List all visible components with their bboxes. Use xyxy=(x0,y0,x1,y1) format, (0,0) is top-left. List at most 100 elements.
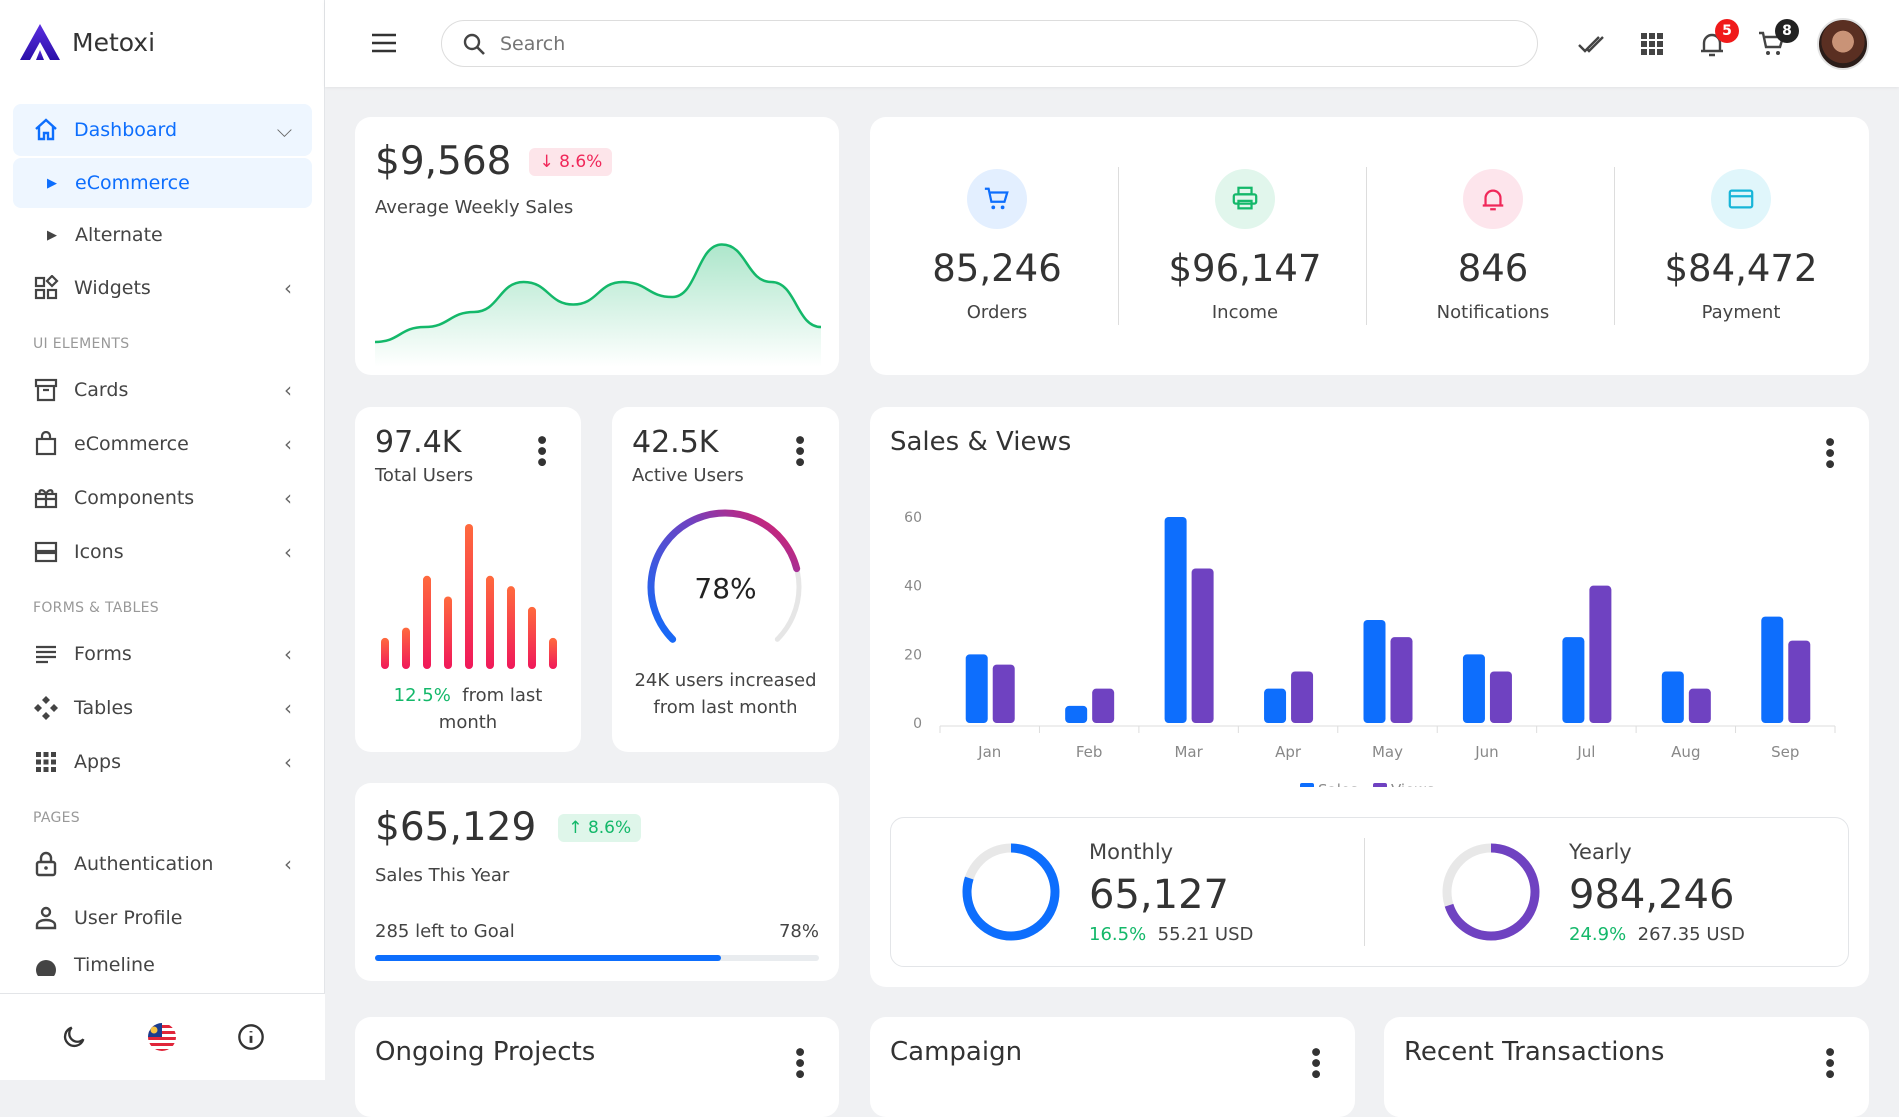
chevron-left-icon: ‹ xyxy=(284,750,292,774)
chevron-left-icon: ‹ xyxy=(284,276,292,300)
logo-icon xyxy=(20,24,60,60)
stat-value: 846 xyxy=(1457,247,1529,290)
sales-views-card: Sales & Views ••• 0 20 40 60 Jan Feb Mar Apr May… xyxy=(870,407,1869,987)
sidebar-item-ecommerce[interactable]: ▶ eCommerce xyxy=(13,158,312,208)
active-users-value: 42.5K xyxy=(632,425,719,460)
card-title: Ongoing Projects xyxy=(375,1037,596,1067)
summary-label: Yearly xyxy=(1569,840,1632,864)
moon-icon[interactable] xyxy=(60,1023,88,1051)
notifications-button[interactable]: 5 xyxy=(1697,19,1739,59)
sidebar-item-label: Authentication xyxy=(74,853,214,875)
cart-button[interactable]: 8 xyxy=(1757,19,1799,59)
sidebar-item-label: eCommerce xyxy=(75,172,190,194)
active-users-label: Active Users xyxy=(632,465,744,486)
home-icon xyxy=(35,118,57,141)
more-options-icon[interactable]: ••• xyxy=(786,433,811,467)
total-users-label: Total Users xyxy=(375,465,474,486)
more-options-icon[interactable]: ••• xyxy=(528,433,553,467)
flag-icon[interactable] xyxy=(147,1022,177,1052)
sidebar-item-user-profile[interactable]: User Profile xyxy=(13,892,312,944)
nav-section-label: FORMS & TABLES xyxy=(33,600,159,616)
sales-year-label: Sales This Year xyxy=(375,865,510,886)
sidebar-item-label: eCommerce xyxy=(74,433,189,455)
sidebar-item-icons[interactable]: Icons ‹ xyxy=(13,526,312,578)
menu-icon[interactable] xyxy=(371,32,397,54)
summary-change: 24.9% xyxy=(1569,924,1627,945)
chevron-left-icon: ‹ xyxy=(284,696,292,720)
user-bar xyxy=(423,575,431,669)
y-tick-label: 40 xyxy=(904,579,922,595)
yearly-donut xyxy=(1442,843,1540,941)
sidebar-item-forms[interactable]: Forms ‹ xyxy=(13,628,312,680)
chevron-left-icon: ‹ xyxy=(284,642,292,666)
sidebar-item-apps[interactable]: Apps ‹ xyxy=(13,736,312,788)
summary-monthly: Monthly 65,127 16.5% 55.21 USD xyxy=(891,818,1369,968)
brand-logo[interactable]: Metoxi xyxy=(20,24,155,60)
double-check-icon[interactable] xyxy=(1577,29,1607,59)
legend-swatch xyxy=(1373,783,1387,787)
bar-sales xyxy=(1164,517,1187,723)
sidebar-footer xyxy=(0,993,325,1080)
sidebar-item-authentication[interactable]: Authentication ‹ xyxy=(13,838,312,890)
shopping-bag-icon xyxy=(35,431,57,456)
caret-right-icon: ▶ xyxy=(47,227,57,243)
more-options-icon[interactable]: ••• xyxy=(1816,435,1841,469)
brand-name: Metoxi xyxy=(72,27,156,57)
stat-label: Payment xyxy=(1701,302,1781,323)
chevron-left-icon: ‹ xyxy=(284,486,292,510)
sidebar-item-label: Timeline xyxy=(74,954,155,976)
stat-payment: $84,472 Payment xyxy=(1617,117,1865,375)
sales-year-change: 8.6% xyxy=(587,817,632,838)
more-options-icon[interactable]: ••• xyxy=(786,1045,811,1079)
sidebar-item-widgets[interactable]: Widgets ‹ xyxy=(13,262,312,314)
sidebar-item-cards[interactable]: Cards ‹ xyxy=(13,364,312,416)
bar-sales xyxy=(1562,637,1585,723)
x-tick-label: Sep xyxy=(1771,743,1799,761)
more-options-icon[interactable]: ••• xyxy=(1816,1045,1841,1079)
gift-icon xyxy=(34,489,58,509)
bar-views xyxy=(1191,568,1214,723)
info-icon[interactable] xyxy=(237,1023,265,1051)
gauge-percent: 78% xyxy=(694,572,757,605)
sidebar-item-timeline[interactable]: Timeline xyxy=(13,946,312,976)
bar-sales xyxy=(1065,705,1088,723)
more-options-icon[interactable]: ••• xyxy=(1302,1045,1327,1079)
total-users-change: 12.5% from last month xyxy=(365,682,571,736)
weekly-sales-label: Average Weekly Sales xyxy=(375,197,574,218)
gauge-fill xyxy=(647,509,801,643)
sidebar-item-components[interactable]: Components ‹ xyxy=(13,472,312,524)
total-users-change-value: 12.5% xyxy=(393,685,451,706)
goal-text: 285 left to Goal xyxy=(375,921,515,942)
search-input[interactable] xyxy=(500,32,1400,55)
cart-badge: 8 xyxy=(1775,19,1799,43)
timeline-icon xyxy=(36,960,56,976)
stat-value: $84,472 xyxy=(1664,247,1818,290)
x-tick-label: Feb xyxy=(1076,743,1103,761)
sidebar-item-ecommerce[interactable]: eCommerce ‹ xyxy=(13,418,312,470)
sidebar-item-label: Icons xyxy=(74,541,124,563)
user-avatar[interactable] xyxy=(1817,18,1869,70)
sales-year-value: $65,129 xyxy=(375,805,537,850)
stat-value: 85,246 xyxy=(932,247,1062,290)
total-users-bars xyxy=(381,524,557,669)
caret-right-icon: ▶ xyxy=(47,175,57,191)
bar-sales xyxy=(1462,654,1485,723)
stat-income: $96,147 Income xyxy=(1121,117,1369,375)
active-users-gauge xyxy=(647,509,802,643)
apps-grid-icon[interactable] xyxy=(1637,29,1667,59)
bar-views xyxy=(1489,671,1512,723)
card-title: Recent Transactions xyxy=(1404,1037,1665,1067)
user-bar xyxy=(507,586,515,669)
sidebar-item-dashboard[interactable]: Dashboard ⌵ xyxy=(13,104,312,156)
total-users-value: 97.4K xyxy=(375,425,462,460)
sidebar-item-alternate[interactable]: ▶ Alternate xyxy=(13,210,312,260)
search-box[interactable] xyxy=(441,20,1538,67)
bar-views xyxy=(1788,640,1811,723)
sparkline-line xyxy=(375,243,821,344)
total-users-card: 97.4K ••• Total Users 12.5% from last mo… xyxy=(355,407,581,752)
sidebar-item-label: Dashboard xyxy=(74,119,178,141)
sales-year-card: $65,129 ↑ 8.6% Sales This Year 285 left … xyxy=(355,783,839,981)
search-icon xyxy=(463,33,485,55)
sidebar-item-tables[interactable]: Tables ‹ xyxy=(13,682,312,734)
stat-label: Income xyxy=(1211,302,1279,323)
